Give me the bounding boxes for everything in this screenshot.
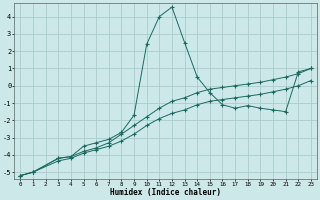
X-axis label: Humidex (Indice chaleur): Humidex (Indice chaleur) (110, 188, 221, 197)
